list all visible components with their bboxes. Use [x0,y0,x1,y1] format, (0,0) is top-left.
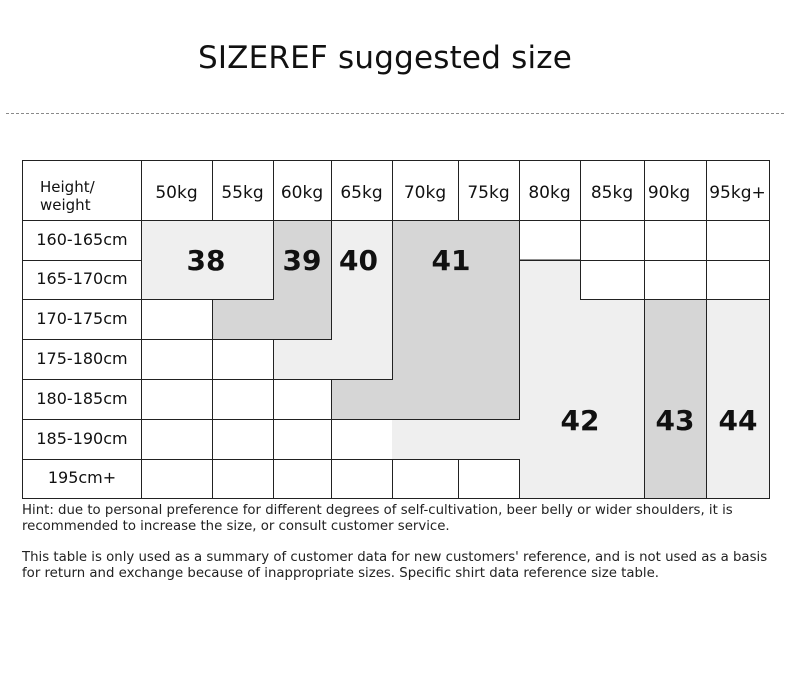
page-title: SIZEREF suggested size [197,40,573,76]
height-weight-header-line1: Height/ [40,178,95,196]
height-row-175-180: 175-180cm [36,349,128,368]
size-38-label: 38 [186,244,226,277]
hint-text: Hint: due to personal preference for dif… [22,503,733,534]
size-43-label: 43 [655,404,695,437]
height-row-170-175: 170-175cm [36,309,128,328]
size-40-label: 40 [339,244,378,277]
height-row-165-170: 165-170cm [36,269,128,288]
height-row-185-190: 185-190cm [36,429,128,448]
title-divider [6,113,784,114]
weight-header-50: 50kg [155,183,198,203]
size-39-label: 39 [282,244,322,277]
weight-header-65: 65kg [340,183,383,203]
size-41-label: 41 [431,244,471,277]
weight-header-60: 60kg [280,183,324,203]
height-weight-header: Height/ weight [40,178,95,214]
weight-header-90: 90kg [647,183,691,203]
height-row-160-165: 160-165cm [36,230,128,249]
size-42-label: 42 [560,404,600,437]
weight-header-70: 70kg [403,183,447,203]
size-42-region [392,260,644,498]
height-row-195plus: 195cm+ [47,468,117,487]
weight-header-95plus: 95kg+ [709,183,766,203]
size-39-region [212,220,331,339]
weight-header-75: 75kg [467,183,510,203]
height-weight-header-line2: weight [40,196,91,214]
disclaimer-text: This table is only used as a summary of … [22,550,768,581]
weight-header-55: 55kg [221,183,264,203]
size-43-region [644,299,706,498]
height-row-180-185: 180-185cm [36,389,128,408]
size-44-label: 44 [718,404,758,437]
weight-header-85: 85kg [590,183,634,203]
size-44-region [706,299,769,498]
weight-header-80: 80kg [528,183,571,203]
